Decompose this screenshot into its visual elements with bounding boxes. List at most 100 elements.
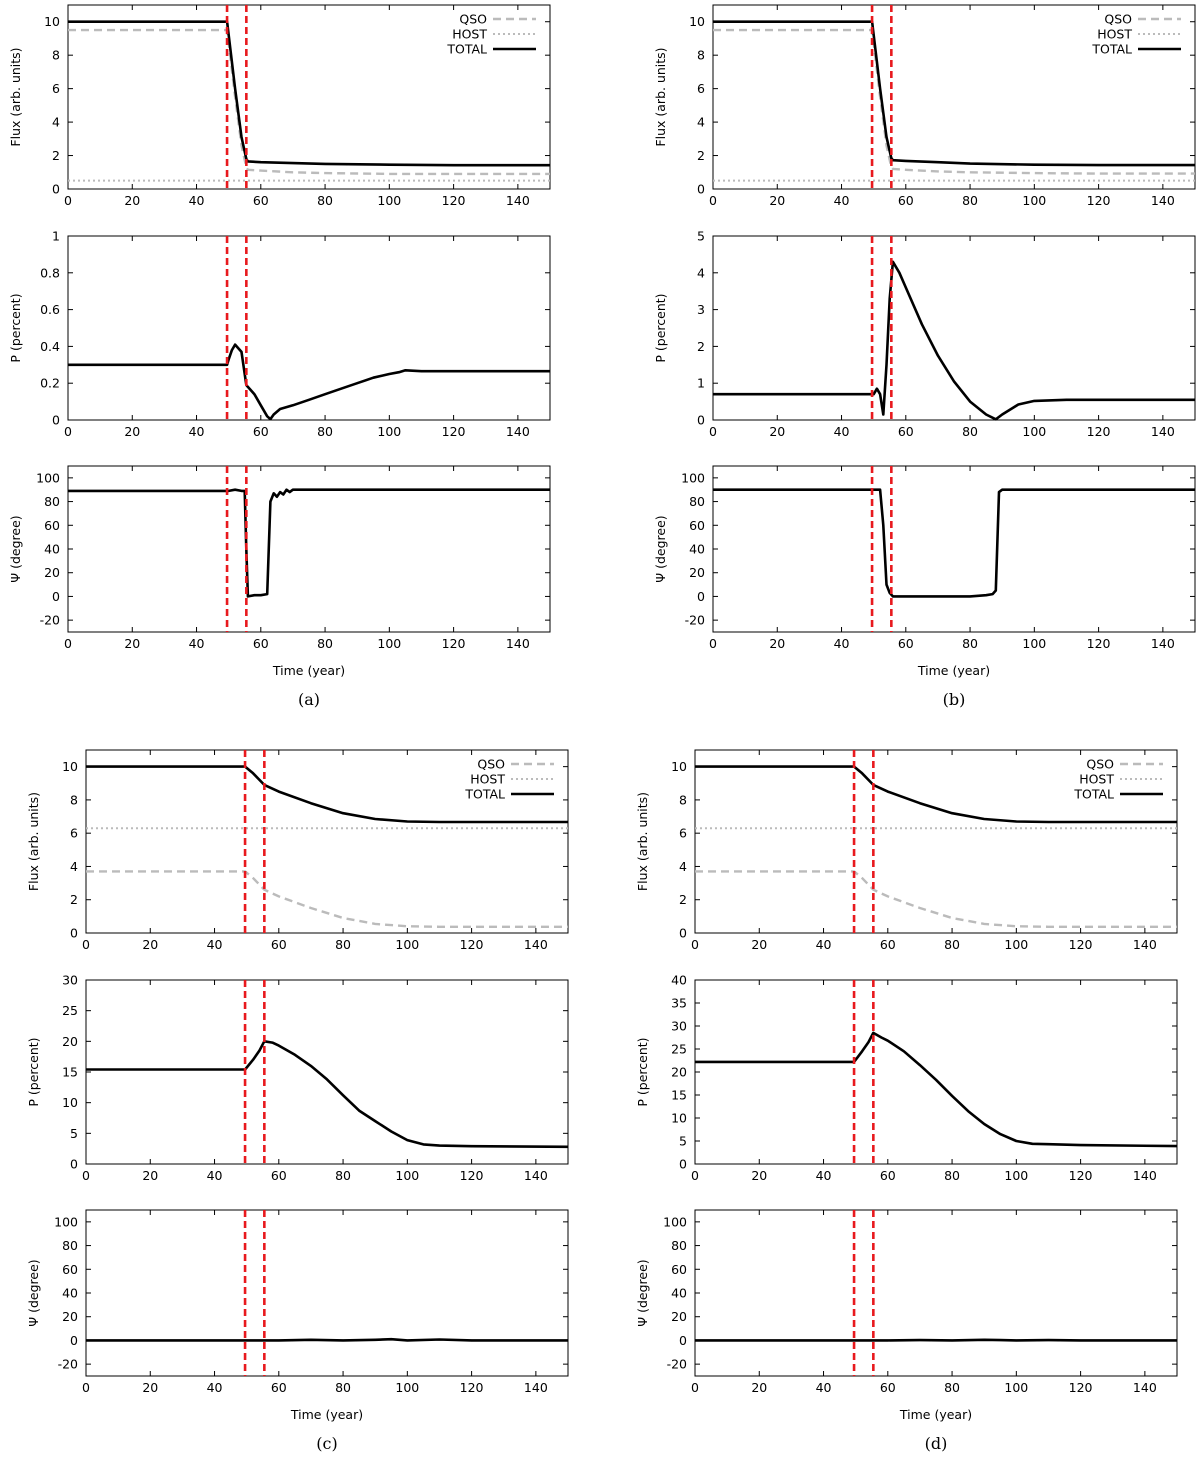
y-tick-label: 6 [70,826,78,841]
legend-label-total: TOTAL [1091,42,1132,57]
x-tick-label: 20 [751,937,767,952]
x-tick-label: 140 [524,937,548,952]
x-tick-label: 0 [691,937,699,952]
y-tick-label: 3 [697,302,705,317]
y-tick-label: 60 [62,1262,78,1277]
y-axis-label: Flux (arb. units) [26,792,41,891]
y-tick-label: 0 [70,926,78,941]
legend-label-total: TOTAL [464,787,505,802]
y-tick-label: 20 [44,565,60,580]
y-tick-label: 10 [44,14,60,29]
x-tick-label: 140 [1133,937,1157,952]
y-tick-label: 40 [44,542,60,557]
x-tick-label: 0 [82,937,90,952]
y-tick-label: 30 [62,973,78,988]
y-tick-label: 20 [62,1309,78,1324]
x-tick-label: 40 [189,636,205,651]
legend-label-qso: QSO [1104,12,1132,27]
y-tick-label: 10 [62,759,78,774]
y-tick-label: 10 [62,1095,78,1110]
y-tick-label: 0 [697,182,705,197]
x-tick-label: 80 [962,424,978,439]
legend-label-host: HOST [1079,772,1114,787]
y-tick-label: 15 [671,1088,687,1103]
x-tick-label: 140 [1133,1380,1157,1395]
y-tick-label: 20 [689,565,705,580]
y-tick-label: 4 [697,265,705,280]
x-tick-label: 20 [124,636,140,651]
subplot-angle: 0 20 40 60 80 100 120 140 -20 0 20 40 60 80 100 Ψ (degr… [635,1209,1178,1395]
legend-label-qso: QSO [1086,757,1114,772]
x-axis-label: Time (year) [917,663,990,678]
y-tick-label: -20 [667,1357,687,1372]
y-tick-label: 1 [52,229,60,244]
x-tick-label: 60 [898,424,914,439]
y-tick-label: 6 [52,81,60,96]
y-tick-label: 0 [52,182,60,197]
x-tick-label: 60 [880,937,896,952]
y-tick-label: 0.6 [40,302,60,317]
y-tick-label: 2 [52,148,60,163]
x-tick-label: 0 [64,636,72,651]
x-tick-label: 100 [395,1168,419,1183]
plot-frame [694,749,1178,934]
y-tick-label: 10 [671,1111,687,1126]
y-tick-label: 25 [671,1042,687,1057]
x-axis-label: Time (year) [899,1407,972,1422]
y-tick-label: 0 [679,1333,687,1348]
x-tick-label: 60 [253,193,269,208]
subplot-flux: 0 20 40 60 80 100 120 140 0 2 4 6 8 10 Flux (arb. unit… [653,4,1196,208]
y-tick-label: 100 [663,1214,687,1229]
x-tick-label: 120 [1087,193,1111,208]
x-tick-label: 80 [944,1168,960,1183]
x-tick-label: 140 [506,424,530,439]
x-tick-label: 0 [709,193,717,208]
subplot-flux: 0 20 40 60 80 100 120 140 0 2 4 6 8 10 Flux (arb. unit… [8,4,551,208]
y-axis-label: Flux (arb. units) [653,47,668,146]
x-tick-label: 100 [1004,1168,1028,1183]
plot-frame [85,979,569,1165]
series-line-total [86,1337,568,1342]
y-tick-label: 0 [70,1157,78,1172]
y-tick-label: 6 [697,81,705,96]
panel-label: (d) [925,1434,948,1453]
x-tick-label: 140 [524,1380,548,1395]
y-tick-label: 60 [671,1262,687,1277]
y-tick-label: 40 [62,1286,78,1301]
y-tick-label: 0 [697,589,705,604]
x-tick-label: 20 [769,636,785,651]
subplot-polarization: 0 20 40 60 80 100 120 140 0 1 2 3 4 5 P (percent) [653,229,1196,439]
y-tick-label: 80 [62,1238,78,1253]
plot-frame [67,235,551,421]
y-tick-label: 40 [671,1286,687,1301]
y-tick-label: 0 [679,926,687,941]
subplot-flux: 0 20 40 60 80 100 120 140 0 2 4 6 8 10 Flux (arb. unit… [635,749,1178,952]
legend-label-total: TOTAL [1073,787,1114,802]
x-tick-label: 140 [524,1168,548,1183]
x-tick-label: 40 [834,424,850,439]
x-tick-label: 0 [82,1168,90,1183]
x-tick-label: 20 [124,193,140,208]
x-tick-label: 80 [944,1380,960,1395]
x-axis-label: Time (year) [290,1407,363,1422]
x-tick-label: 100 [377,636,401,651]
legend-label-qso: QSO [477,757,505,772]
x-tick-label: 40 [189,424,205,439]
x-tick-label: 60 [253,424,269,439]
x-tick-label: 40 [207,1380,223,1395]
y-tick-label: -20 [40,613,60,628]
y-tick-label: 6 [679,826,687,841]
series-line-total [86,1040,569,1149]
y-tick-label: 15 [62,1065,78,1080]
subplot-polarization: 0 20 40 60 80 100 120 140 0 5 10 15 20 25 30 35 40 P (per… [635,973,1178,1183]
y-tick-label: 40 [689,542,705,557]
plot-frame [85,1209,569,1377]
x-tick-label: 80 [962,636,978,651]
